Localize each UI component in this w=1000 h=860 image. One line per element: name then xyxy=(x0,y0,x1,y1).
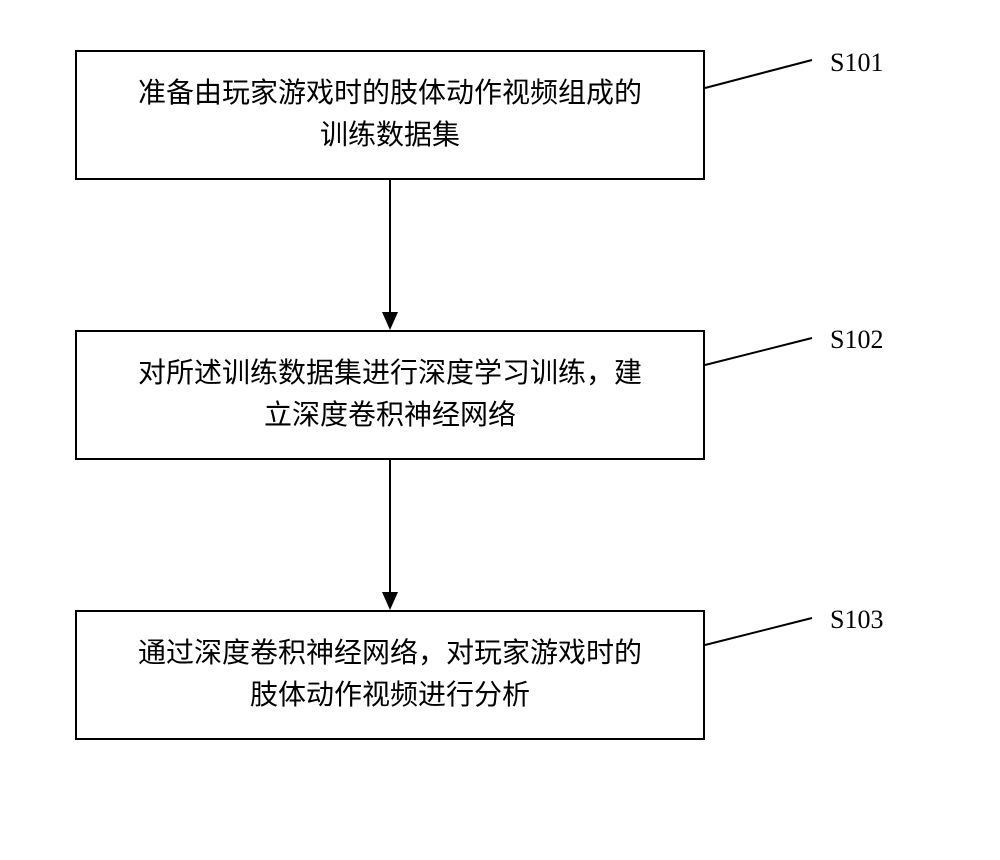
step-box-s103: 通过深度卷积神经网络，对玩家游戏时的 肢体动作视频进行分析 xyxy=(75,610,705,740)
step-line2: 立深度卷积神经网络 xyxy=(264,400,516,431)
step-label-s102: S102 xyxy=(830,325,883,355)
step-line2: 训练数据集 xyxy=(320,120,460,151)
step-line1: 准备由玩家游戏时的肢体动作视频组成的 xyxy=(138,78,642,109)
step-label-s101: S101 xyxy=(830,48,883,78)
step-line1: 通过深度卷积神经网络，对玩家游戏时的 xyxy=(138,638,642,669)
flowchart-container: 准备由玩家游戏时的肢体动作视频组成的 训练数据集 S101 对所述训练数据集进行… xyxy=(0,0,1000,860)
step-box-s101: 准备由玩家游戏时的肢体动作视频组成的 训练数据集 xyxy=(75,50,705,180)
step-text-s102: 对所述训练数据集进行深度学习训练，建 立深度卷积神经网络 xyxy=(138,353,642,437)
step-box-s102: 对所述训练数据集进行深度学习训练，建 立深度卷积神经网络 xyxy=(75,330,705,460)
step-line2: 肢体动作视频进行分析 xyxy=(250,680,530,711)
step-label-s103: S103 xyxy=(830,605,883,635)
step-text-s101: 准备由玩家游戏时的肢体动作视频组成的 训练数据集 xyxy=(138,73,642,157)
step-line1: 对所述训练数据集进行深度学习训练，建 xyxy=(138,358,642,389)
step-text-s103: 通过深度卷积神经网络，对玩家游戏时的 肢体动作视频进行分析 xyxy=(138,633,642,717)
